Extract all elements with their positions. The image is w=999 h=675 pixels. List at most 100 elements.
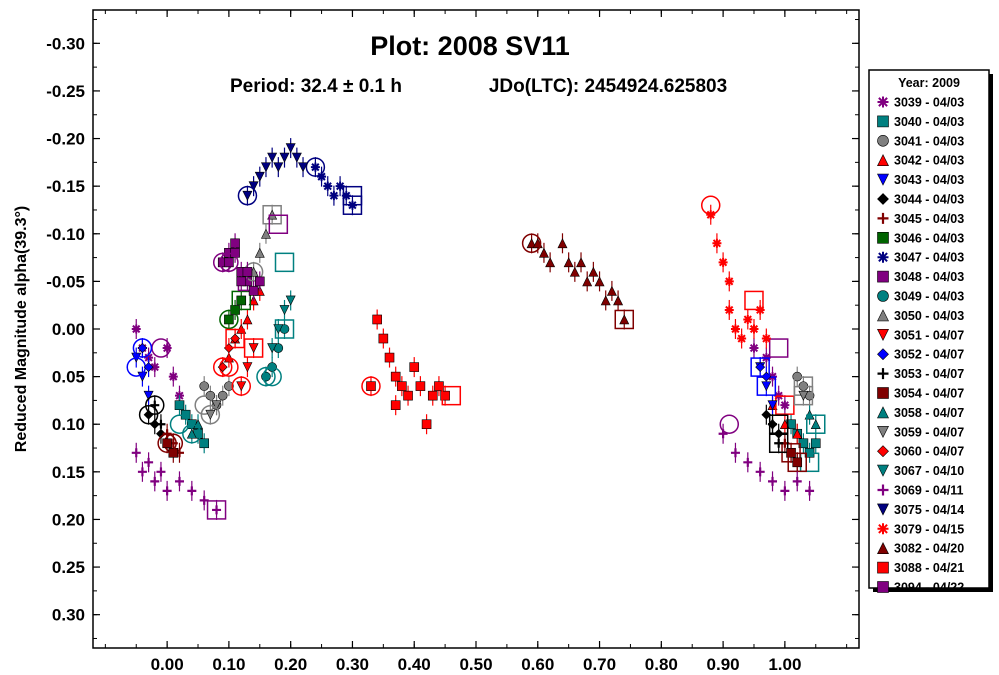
data-point: [421, 419, 432, 430]
data-point: [594, 276, 605, 287]
series-start-marker: [200, 404, 221, 425]
data-point: [768, 476, 778, 486]
series-start-marker: [521, 233, 542, 254]
data-point: [390, 400, 401, 410]
data-point: [248, 181, 259, 192]
legend-entry: 3043 - 04/03: [877, 173, 964, 187]
legend-label: 3079 - 04/15: [894, 522, 964, 536]
data-point: [143, 390, 154, 401]
series-end-marker: [614, 309, 635, 330]
y-tick-label: -0.15: [46, 177, 85, 196]
data-point: [150, 362, 160, 372]
y-axis-label: Reduced Magnitude alpha(39.3°): [13, 206, 30, 452]
legend-marker: [877, 484, 889, 496]
x-tick-label: 0.30: [336, 655, 369, 674]
y-tick-label: -0.30: [46, 34, 85, 53]
legend-marker: [877, 251, 889, 263]
legend-marker: [877, 309, 889, 322]
data-point: [137, 343, 148, 353]
series-3060: [212, 328, 245, 378]
legend-entry: 3046 - 04/03: [877, 231, 964, 245]
data-point: [329, 191, 339, 201]
data-point: [780, 400, 790, 410]
legend-box: [868, 69, 990, 589]
data-point: [792, 428, 803, 439]
data-point: [774, 438, 784, 448]
legend-marker: [877, 96, 889, 108]
data-point: [310, 162, 320, 172]
data-point: [187, 486, 197, 496]
legend: Year: 2009 3039 - 04/03 3040 - 04/03 3041 …: [868, 69, 993, 595]
data-point: [576, 257, 587, 268]
data-point: [236, 381, 247, 392]
data-point: [780, 486, 790, 496]
data-point: [569, 266, 580, 277]
series-end-marker: [768, 338, 789, 358]
data-point: [162, 438, 172, 449]
x-tick-label: 0.70: [583, 655, 616, 674]
legend-entry: 3079 - 04/15: [877, 522, 964, 536]
data-point: [279, 305, 290, 316]
legend-entry: 3044 - 04/03: [877, 193, 964, 207]
legend-entry: 3082 - 04/20: [877, 542, 964, 556]
series-3079: [700, 195, 771, 349]
series-3054: [157, 433, 807, 473]
x-tick-label: 0.60: [521, 655, 554, 674]
legend-marker: [877, 290, 889, 302]
legend-marker: [877, 503, 889, 516]
series-end-marker: [750, 357, 770, 377]
data-point: [254, 276, 265, 287]
legend-marker: [877, 368, 889, 380]
data-point: [199, 381, 209, 391]
legend-entry: 3069 - 04/11: [877, 484, 964, 498]
x-tick-label: 0.20: [274, 655, 307, 674]
legend-marker: [877, 328, 889, 341]
series-start-marker: [138, 404, 159, 425]
data-point: [427, 390, 438, 401]
legend-marker: [877, 523, 889, 535]
data-point: [174, 400, 185, 410]
legend-marker: [877, 154, 889, 166]
series-3053: [145, 395, 789, 454]
data-point: [168, 372, 178, 382]
legend-entry: 3039 - 04/03: [877, 96, 964, 110]
series-3082: [521, 233, 635, 330]
data-point: [131, 324, 141, 334]
chart-subtitle-period: Period: 32.4 ± 0.1 h: [230, 76, 402, 97]
legend-label: 3058 - 04/07: [894, 406, 964, 420]
data-point: [162, 486, 172, 496]
series-start-marker: [256, 366, 276, 387]
data-point: [156, 467, 166, 477]
data-point: [248, 343, 259, 354]
series-end-marker: [225, 328, 245, 349]
legend-marker: [877, 406, 889, 419]
legend-label: 3043 - 04/03: [894, 173, 964, 187]
data-point: [254, 247, 265, 258]
series-start-marker: [237, 185, 258, 206]
legend-marker: [877, 581, 889, 593]
x-tick-label: 0.80: [645, 655, 678, 674]
legend-label: 3049 - 04/03: [894, 290, 964, 304]
legend-label: 3054 - 04/07: [894, 387, 964, 401]
data-point: [323, 181, 333, 191]
series-start-marker: [145, 395, 165, 415]
legend-marker: [877, 542, 889, 555]
series-end-marker: [793, 385, 814, 406]
legend-label: 3045 - 04/03: [894, 212, 964, 226]
legend-label: 3069 - 04/11: [894, 484, 964, 498]
y-axis: -0.30 -0.25 -0.20 -0.15 -0.10 -0.05 0.00 0.05 0.…: [46, 19, 859, 639]
x-tick-label: 0.40: [398, 655, 431, 674]
data-point: [613, 295, 624, 306]
legend-marker: [877, 232, 889, 244]
data-point: [792, 476, 802, 486]
legend-marker: [877, 270, 889, 283]
x-tick-label: 0.90: [707, 655, 740, 674]
series-start-marker: [361, 376, 381, 396]
data-point: [144, 457, 154, 467]
series-start-marker: [212, 357, 233, 377]
data-point: [273, 324, 284, 335]
legend-label: 3042 - 04/03: [894, 154, 964, 168]
legend-label: 3046 - 04/03: [894, 231, 964, 245]
data-point: [224, 381, 234, 391]
data-point: [563, 257, 574, 268]
